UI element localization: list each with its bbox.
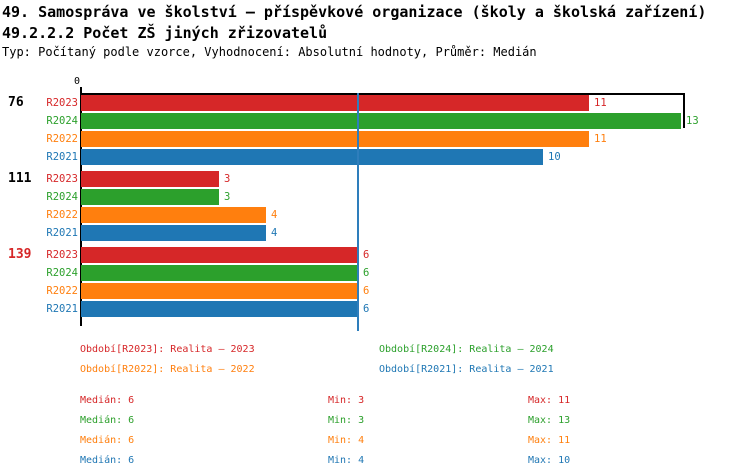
group-label: 111 <box>8 171 32 186</box>
indicator-meta: Typ: Počítaný podle vzorce, Vyhodnocení:… <box>2 45 537 59</box>
series-row-label: R2023 <box>46 97 78 109</box>
stat-median: Medián: 6 <box>80 395 135 406</box>
series-row-label: R2021 <box>46 151 78 163</box>
series-row-label: R2024 <box>46 267 78 279</box>
bar <box>81 131 589 147</box>
group-label: 139 <box>8 247 32 262</box>
axis-right-end-tick <box>683 93 685 128</box>
bar <box>81 171 219 187</box>
stat-min: Min: 3 <box>328 395 365 406</box>
axis-top-line <box>80 93 685 95</box>
bar <box>81 283 358 299</box>
bar-value-label: 11 <box>594 97 607 109</box>
bar-value-label: 4 <box>271 227 278 239</box>
bar-value-label: 3 <box>224 191 231 203</box>
legend-item: Období[R2021]: Realita – 2021 <box>379 364 554 375</box>
bar-value-label: 13 <box>686 115 699 127</box>
series-row-label: R2024 <box>46 191 78 203</box>
bar-value-label: 11 <box>594 133 607 145</box>
bar-value-label: 6 <box>363 267 370 279</box>
bar <box>81 189 219 205</box>
series-row-label: R2022 <box>46 285 78 297</box>
series-row-label: R2023 <box>46 173 78 185</box>
stat-max: Max: 11 <box>528 435 571 446</box>
bar-value-label: 3 <box>224 173 231 185</box>
stat-max: Max: 13 <box>528 415 571 426</box>
bar <box>81 207 266 223</box>
bar-value-label: 6 <box>363 249 370 261</box>
bar <box>81 247 358 263</box>
stat-min: Min: 4 <box>328 455 365 466</box>
legend-item: Období[R2023]: Realita – 2023 <box>80 344 255 355</box>
stat-max: Max: 11 <box>528 395 571 406</box>
stat-median: Medián: 6 <box>80 415 135 426</box>
legend-item: Období[R2024]: Realita – 2024 <box>379 344 554 355</box>
series-row-label: R2021 <box>46 303 78 315</box>
legend-item: Období[R2022]: Realita – 2022 <box>80 364 255 375</box>
bar <box>81 95 589 111</box>
indicator-subtitle: 49.2.2.2 Počet ZŠ jiných zřizovatelů <box>2 24 328 42</box>
bar-value-label: 4 <box>271 209 278 221</box>
series-row-label: R2024 <box>46 115 78 127</box>
series-row-label: R2021 <box>46 227 78 239</box>
stat-min: Min: 4 <box>328 435 365 446</box>
stat-max: Max: 10 <box>528 455 571 466</box>
series-row-label: R2022 <box>46 133 78 145</box>
stat-median: Medián: 6 <box>80 435 135 446</box>
series-row-label: R2022 <box>46 209 78 221</box>
bar-value-label: 6 <box>363 303 370 315</box>
axis-zero-tick <box>80 87 82 93</box>
series-row-label: R2023 <box>46 249 78 261</box>
stat-min: Min: 3 <box>328 415 365 426</box>
bar <box>81 149 543 165</box>
group-label: 76 <box>8 95 24 110</box>
bar-value-label: 6 <box>363 285 370 297</box>
bar <box>81 113 681 129</box>
bar <box>81 301 358 317</box>
stat-median: Medián: 6 <box>80 455 135 466</box>
bar-value-label: 10 <box>548 151 561 163</box>
page-title: 49. Samospráva ve školství – příspěvkové… <box>2 3 707 21</box>
axis-zero-tick-label: 0 <box>73 76 80 87</box>
median-reference-line <box>357 93 359 331</box>
bar <box>81 225 266 241</box>
bar <box>81 265 358 281</box>
